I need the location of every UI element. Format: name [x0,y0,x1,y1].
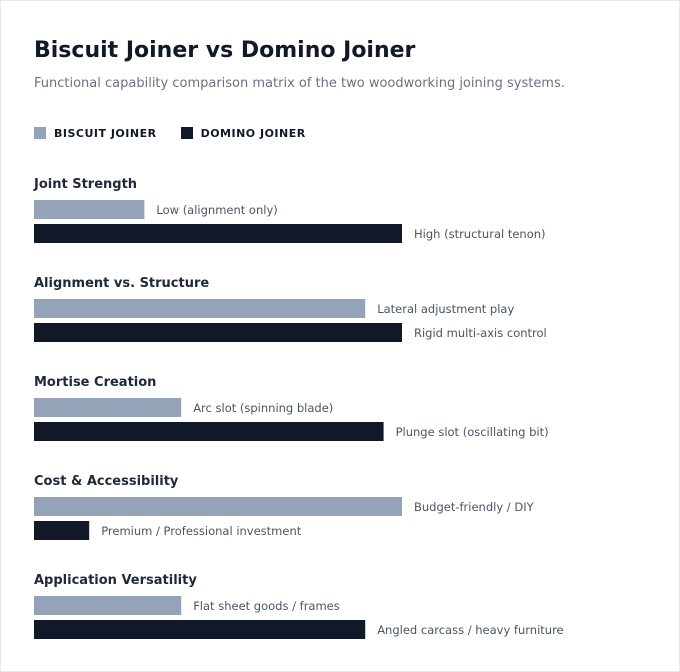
category-label: Cost & Accessibility [34,474,179,489]
legend-label-biscuit: BISCUIT JOINER [54,126,157,140]
category-label: Mortise Creation [34,375,156,390]
bar-domino [34,323,402,342]
category-group-application-versatility: Application Versatility Flat sheet goods … [34,573,564,639]
bar-label-biscuit: Flat sheet goods / frames [193,599,340,613]
legend-label-domino: DOMINO JOINER [200,126,306,140]
bar-label-domino: High (structural tenon) [414,227,546,241]
category-group-joint-strength: Joint Strength Low (alignment only) High (… [33,177,546,243]
bar-label-biscuit: Budget-friendly / DIY [414,500,535,514]
category-label: Alignment vs. Structure [34,276,209,291]
bar-biscuit [34,398,182,417]
bar-label-biscuit: Lateral adjustment play [377,302,514,316]
category-group-alignment-vs-structure: Alignment vs. Structure Lateral adjustmen… [34,276,547,342]
category-group-mortise-creation: Mortise Creation Arc slot (spinning blade… [34,375,549,441]
chart-subtitle: Functional capability comparison matrix … [34,76,565,91]
legend: BISCUIT JOINER DOMINO JOINER [34,125,330,141]
bar-label-domino: Rigid multi-axis control [414,326,547,340]
bar-label-biscuit: Low (alignment only) [156,203,277,217]
bar-biscuit [34,497,402,516]
bar-label-domino: Premium / Professional investment [101,524,302,538]
bar-biscuit [34,200,145,219]
chart-title: Biscuit Joiner vs Domino Joiner [34,38,416,63]
bar-label-domino: Angled carcass / heavy furniture [377,623,563,637]
bar-label-domino: Plunge slot (oscillating bit) [396,425,549,439]
category-label: Joint Strength [33,177,137,192]
legend-item-domino: DOMINO JOINER [180,126,306,140]
legend-swatch-biscuit [34,127,46,139]
bar-domino [34,620,366,639]
legend-swatch-domino [180,127,193,139]
bar-domino [34,224,402,243]
bar-domino [34,422,384,441]
bar-biscuit [34,299,366,318]
category-group-cost-accessibility: Cost & Accessibility Budget-friendly / DI… [34,474,535,540]
bar-label-biscuit: Arc slot (spinning blade) [193,401,333,415]
bar-domino [34,521,90,540]
legend-item-biscuit: BISCUIT JOINER [34,127,157,140]
category-label: Application Versatility [34,573,197,588]
bar-biscuit [34,596,182,615]
